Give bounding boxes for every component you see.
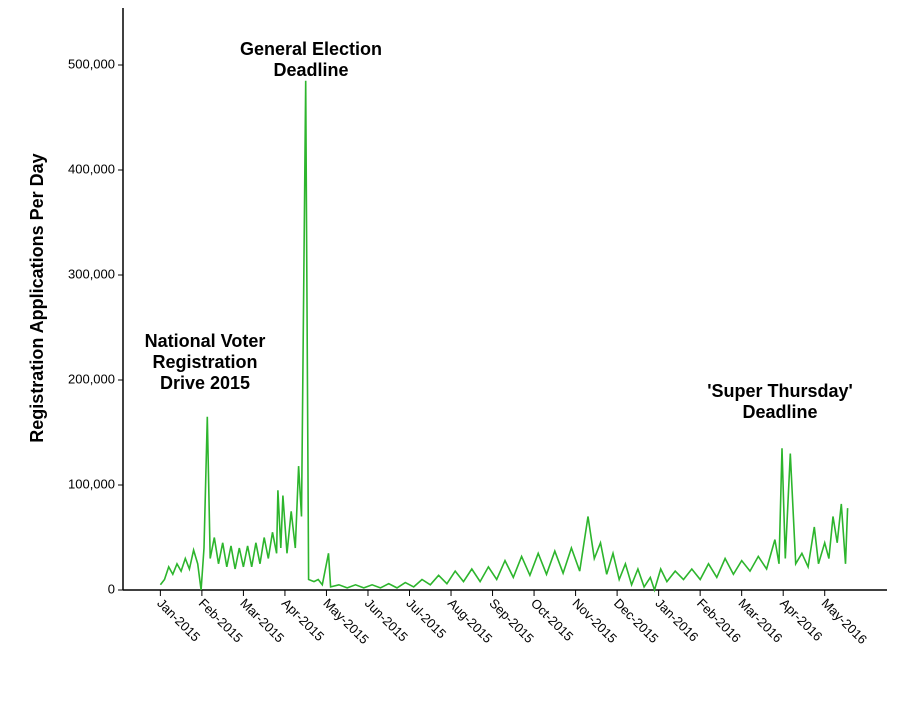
y-tick-label: 100,000: [68, 476, 115, 491]
annotation: Registration: [152, 352, 257, 372]
x-tick-label: May-2016: [819, 596, 870, 647]
y-tick-label: 200,000: [68, 371, 115, 386]
y-tick-label: 300,000: [68, 266, 115, 281]
x-tick-label: Nov-2015: [569, 596, 619, 646]
annotation: National Voter: [145, 331, 266, 351]
x-tick-label: Jan-2015: [154, 596, 203, 645]
x-tick-label: Aug-2015: [445, 596, 495, 646]
y-tick-label: 0: [108, 581, 115, 596]
x-tick-label: Jan-2016: [653, 596, 702, 645]
x-tick-label: Apr-2016: [777, 596, 825, 644]
x-tick-label: Dec-2015: [611, 596, 661, 646]
x-tick-label: Sep-2015: [486, 596, 536, 646]
x-tick-label: Mar-2015: [237, 596, 287, 646]
x-tick-label: Feb-2016: [694, 596, 744, 646]
data-line: [159, 80, 849, 593]
y-tick-label: 400,000: [68, 161, 115, 176]
x-tick-label: Mar-2016: [736, 596, 786, 646]
annotation: General Election: [240, 39, 382, 59]
annotation: 'Super Thursday': [707, 381, 853, 401]
annotation: Drive 2015: [160, 373, 250, 393]
y-tick-label: 500,000: [68, 56, 115, 71]
y-axis-title: Registration Applications Per Day: [27, 153, 47, 442]
x-tick-label: Apr-2015: [279, 596, 327, 644]
x-tick-label: Jul-2015: [403, 596, 449, 642]
annotation: Deadline: [273, 60, 348, 80]
annotation: Deadline: [742, 402, 817, 422]
x-tick-label: Feb-2015: [196, 596, 246, 646]
